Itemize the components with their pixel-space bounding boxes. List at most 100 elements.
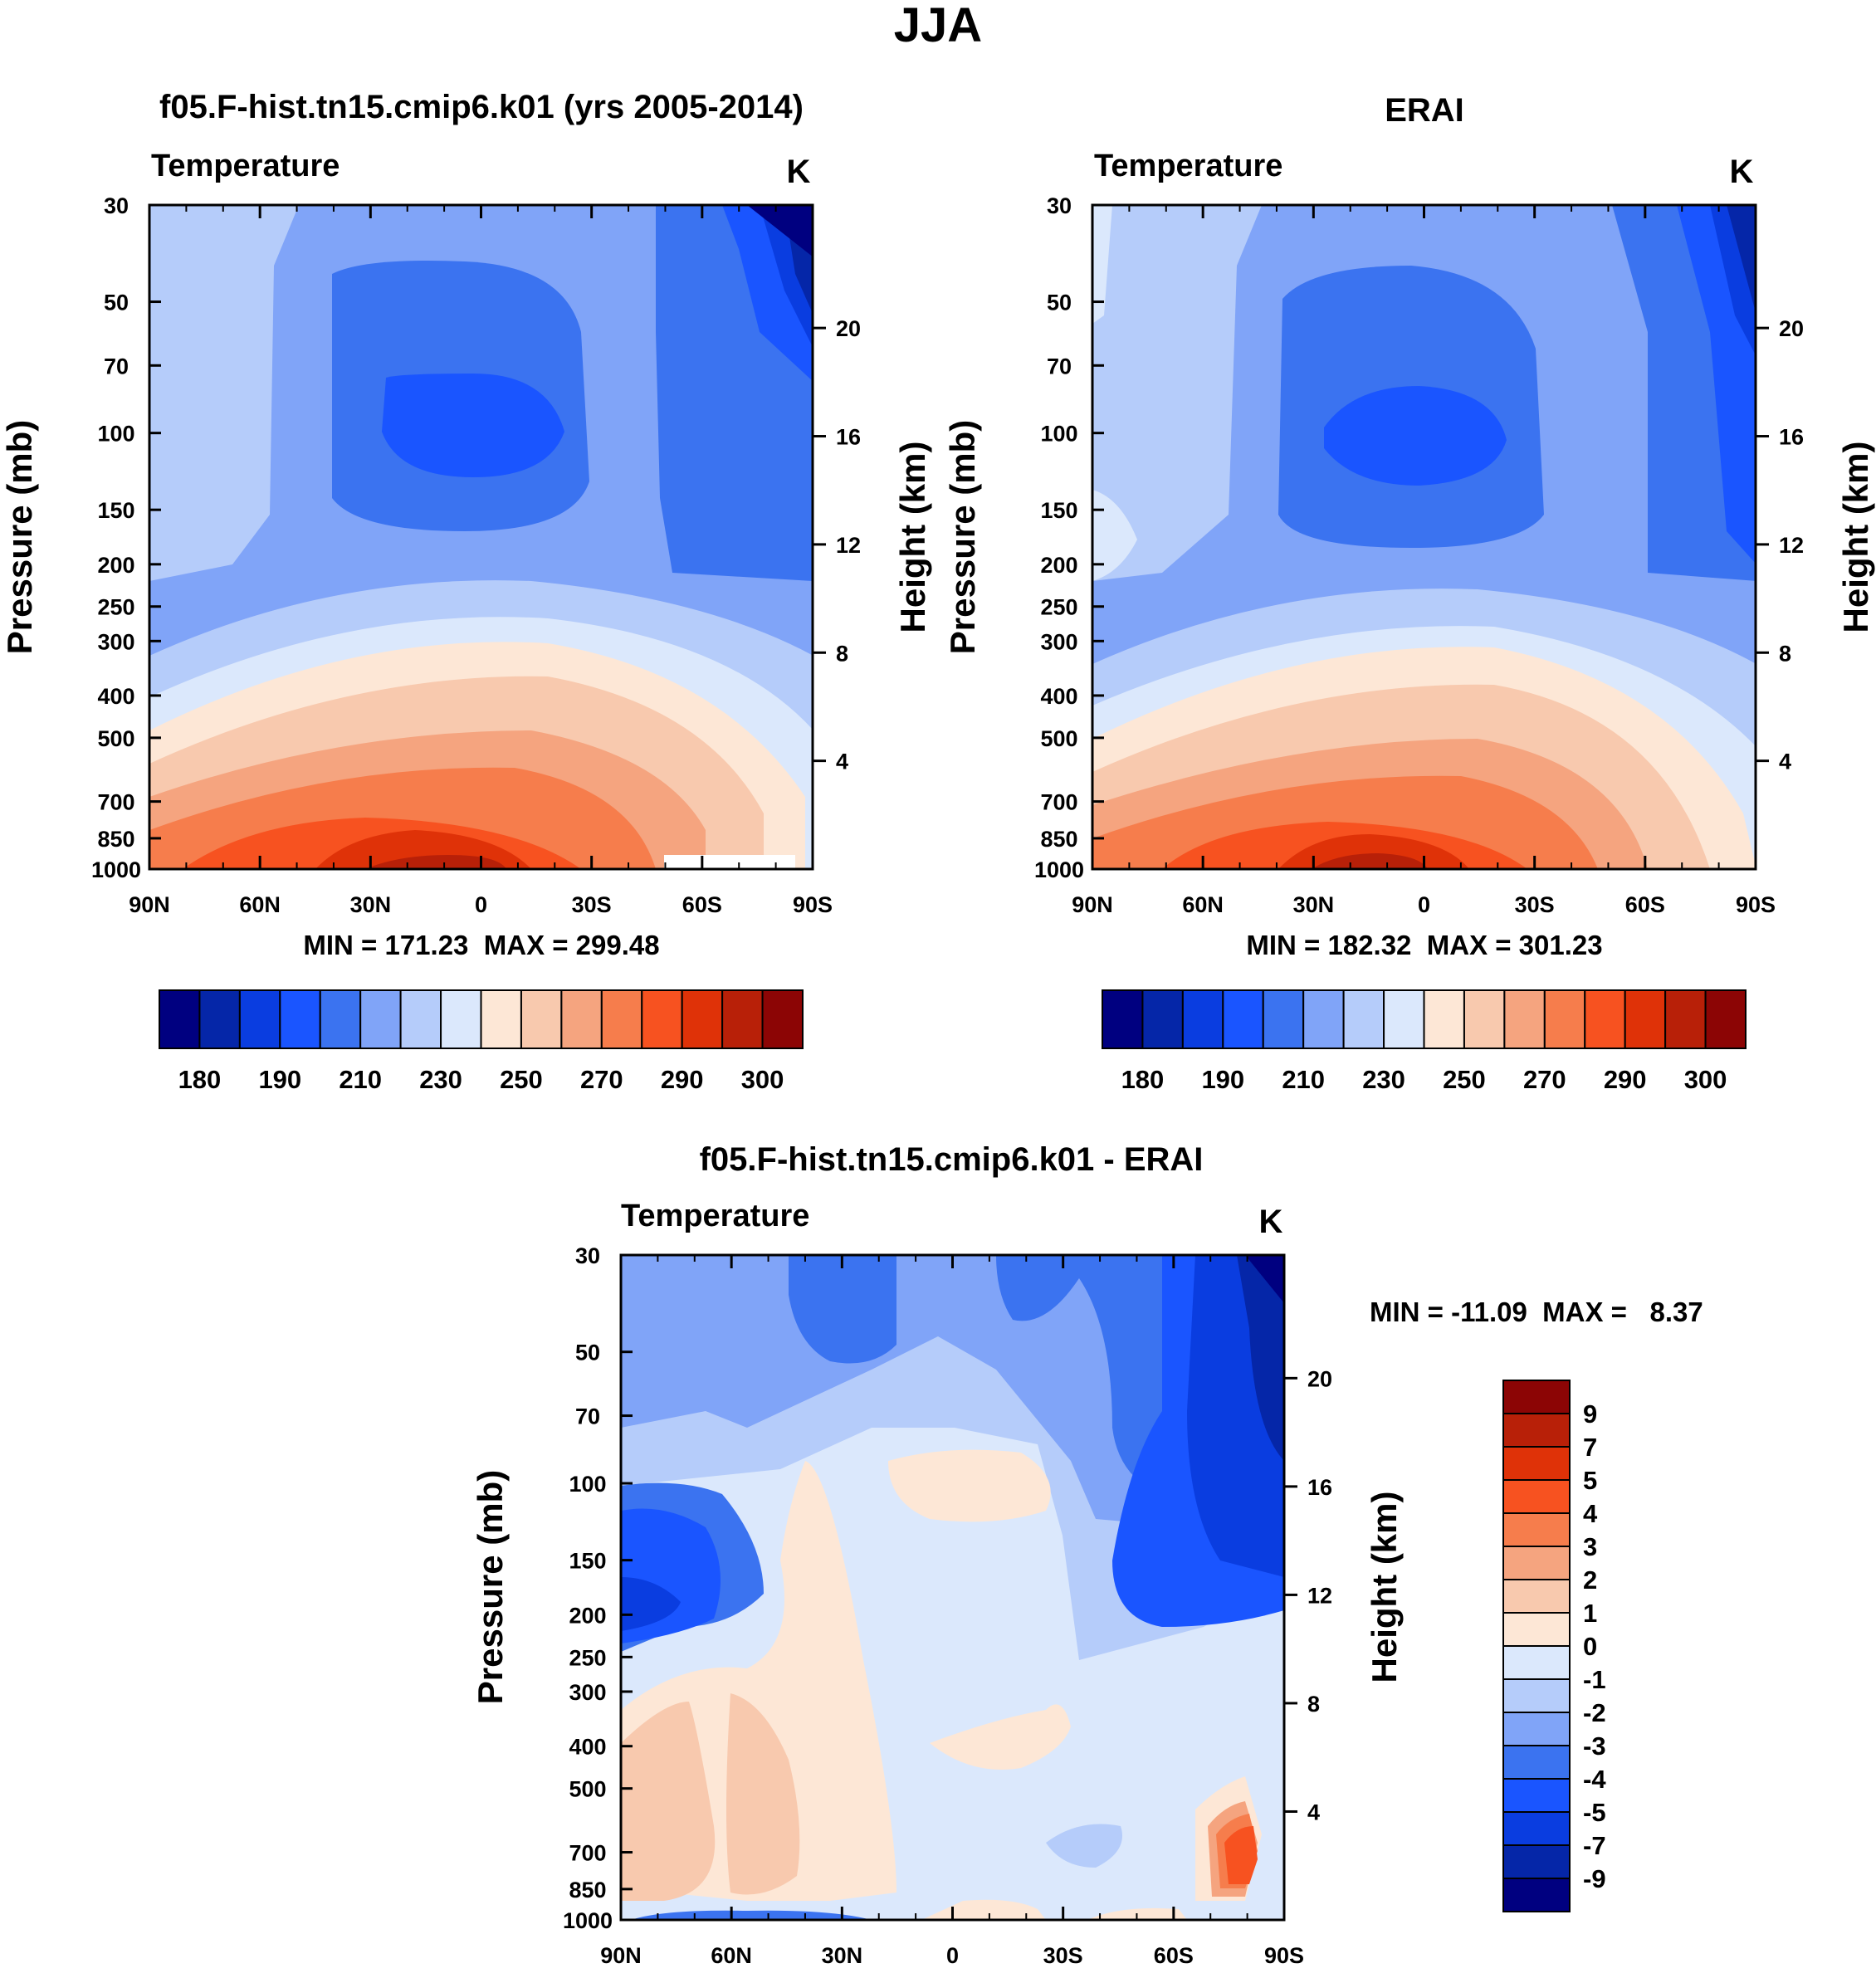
colorbar-box bbox=[1502, 1878, 1571, 1912]
colorbar-box bbox=[159, 989, 201, 1049]
y-tick-label: 300 bbox=[1040, 629, 1077, 654]
panel-difference-title: f05.F-hist.tn15.cmip6.k01 - ERAI bbox=[700, 1141, 1204, 1178]
colorbar-box bbox=[1502, 1712, 1571, 1746]
panel-model-title: f05.F-hist.tn15.cmip6.k01 (yrs 2005-2014… bbox=[159, 89, 804, 125]
x-tick-label: 0 bbox=[1418, 892, 1430, 917]
x-tick-label: 30N bbox=[822, 1943, 863, 1968]
x-tick-label: 90S bbox=[793, 892, 833, 917]
y-tick-label: 500 bbox=[97, 726, 134, 751]
colorbar-box bbox=[560, 989, 603, 1049]
colorbar-label: 190 bbox=[258, 1065, 301, 1094]
colorbar-box bbox=[1342, 989, 1385, 1049]
contour-level bbox=[888, 1449, 1051, 1522]
y-tick-label: 1000 bbox=[91, 857, 141, 882]
y-tick-label: 150 bbox=[97, 498, 134, 523]
contour-level bbox=[1278, 834, 1469, 869]
colorbar-label: 270 bbox=[580, 1065, 623, 1094]
x-tick-label: 30N bbox=[350, 892, 392, 917]
panel-erai-y2label: Height (km) bbox=[1836, 442, 1875, 633]
y2-tick-label: 20 bbox=[1307, 1366, 1332, 1391]
contour-level bbox=[1092, 490, 1137, 581]
y-tick-label: 300 bbox=[97, 629, 134, 654]
colorbar-box bbox=[1502, 1645, 1571, 1680]
colorbar-box bbox=[1302, 989, 1345, 1049]
x-tick-label: 60N bbox=[1182, 892, 1224, 917]
y2-tick-label: 16 bbox=[1779, 425, 1804, 450]
y-tick-label: 250 bbox=[569, 1645, 606, 1670]
x-tick-label: 60S bbox=[682, 892, 722, 917]
panel-model-contours bbox=[149, 205, 813, 869]
contour-level bbox=[1245, 1255, 1284, 1303]
y-tick-label: 50 bbox=[1047, 291, 1072, 315]
x-tick-label: 30S bbox=[1515, 892, 1555, 917]
colorbar-label: 210 bbox=[339, 1065, 382, 1094]
y-tick-label: 30 bbox=[104, 193, 129, 218]
contour-level bbox=[1312, 853, 1428, 869]
colorbar-box bbox=[1502, 1678, 1571, 1713]
panel-difference-axes: 3050701001502002503004005007008501000481… bbox=[563, 1243, 1332, 1968]
y-tick-label: 50 bbox=[575, 1341, 600, 1365]
colorbar-label: 270 bbox=[1523, 1065, 1566, 1094]
y2-tick-label: 4 bbox=[1779, 750, 1791, 774]
colorbar-label: 230 bbox=[1362, 1065, 1405, 1094]
panel-difference-variable: Temperature bbox=[621, 1199, 809, 1233]
colorbar-box bbox=[1502, 1579, 1571, 1614]
y2-tick-label: 20 bbox=[1779, 316, 1804, 341]
colorbar-label: -9 bbox=[1583, 1864, 1606, 1893]
colorbar-box bbox=[1102, 989, 1144, 1049]
y-tick-label: 70 bbox=[1047, 354, 1072, 379]
colorbar-box bbox=[600, 989, 643, 1049]
x-tick-label: 90N bbox=[1072, 892, 1113, 917]
contour-level bbox=[1324, 386, 1507, 486]
colorbar-label: 7 bbox=[1583, 1433, 1597, 1462]
y-tick-label: 850 bbox=[97, 827, 134, 852]
y-tick-label: 400 bbox=[569, 1735, 606, 1760]
colorbar-label: 250 bbox=[500, 1065, 543, 1094]
x-tick-label: 60S bbox=[1154, 1943, 1194, 1968]
colorbar-box bbox=[1502, 1446, 1571, 1481]
colorbar-box bbox=[1222, 989, 1264, 1049]
x-tick-label: 90S bbox=[1736, 892, 1776, 917]
colorbar-box bbox=[1502, 1546, 1571, 1580]
colorbar-label: -1 bbox=[1583, 1665, 1606, 1694]
panel-erai-title: ERAI bbox=[1385, 92, 1464, 129]
contour-level bbox=[930, 1704, 1071, 1770]
colorbar-label: 180 bbox=[178, 1065, 222, 1094]
colorbar-label: 4 bbox=[1583, 1499, 1598, 1528]
contour-level bbox=[382, 374, 564, 477]
panel-model-minmax: MIN = 171.23 MAX = 299.48 bbox=[303, 930, 659, 960]
contour-level bbox=[1237, 1255, 1284, 1461]
colorbar-box bbox=[238, 989, 281, 1049]
colorbar-box bbox=[1502, 1512, 1571, 1547]
colorbar-box bbox=[721, 989, 764, 1049]
panel-difference-ylabel: Pressure (mb) bbox=[471, 1470, 510, 1704]
y-tick-label: 700 bbox=[1040, 790, 1077, 815]
y-tick-label: 400 bbox=[1040, 684, 1077, 709]
panel-erai-variable: Temperature bbox=[1094, 149, 1282, 183]
panel-difference-y2label: Height (km) bbox=[1365, 1492, 1404, 1683]
y-tick-label: 100 bbox=[97, 422, 134, 447]
contour-level bbox=[365, 855, 506, 869]
colorbar-box bbox=[1181, 989, 1224, 1049]
x-tick-label: 0 bbox=[475, 892, 487, 917]
colorbar-box bbox=[319, 989, 362, 1049]
panel-erai-minmax: MIN = 182.32 MAX = 301.23 bbox=[1246, 930, 1602, 960]
colorbar-box bbox=[1141, 989, 1184, 1049]
contour-level bbox=[726, 1693, 800, 1895]
y-tick-label: 850 bbox=[1040, 827, 1077, 852]
y-tick-label: 100 bbox=[1040, 422, 1077, 447]
colorbar-label: 0 bbox=[1583, 1632, 1597, 1661]
colorbar-box bbox=[1704, 989, 1747, 1049]
colorbar-box bbox=[399, 989, 442, 1049]
colorbar-box bbox=[198, 989, 241, 1049]
colorbar-box bbox=[1664, 989, 1707, 1049]
colorbar-box bbox=[359, 989, 402, 1049]
colorbar-label: 5 bbox=[1583, 1466, 1597, 1495]
panel-difference-units: K bbox=[1259, 1204, 1283, 1240]
colorbar-box bbox=[1624, 989, 1667, 1049]
contour-level bbox=[1046, 1824, 1122, 1868]
y-tick-label: 30 bbox=[1047, 193, 1072, 218]
panel-model: f05.F-hist.tn15.cmip6.k01 (yrs 2005-2014… bbox=[0, 89, 932, 1094]
contour-level bbox=[621, 1702, 716, 1901]
